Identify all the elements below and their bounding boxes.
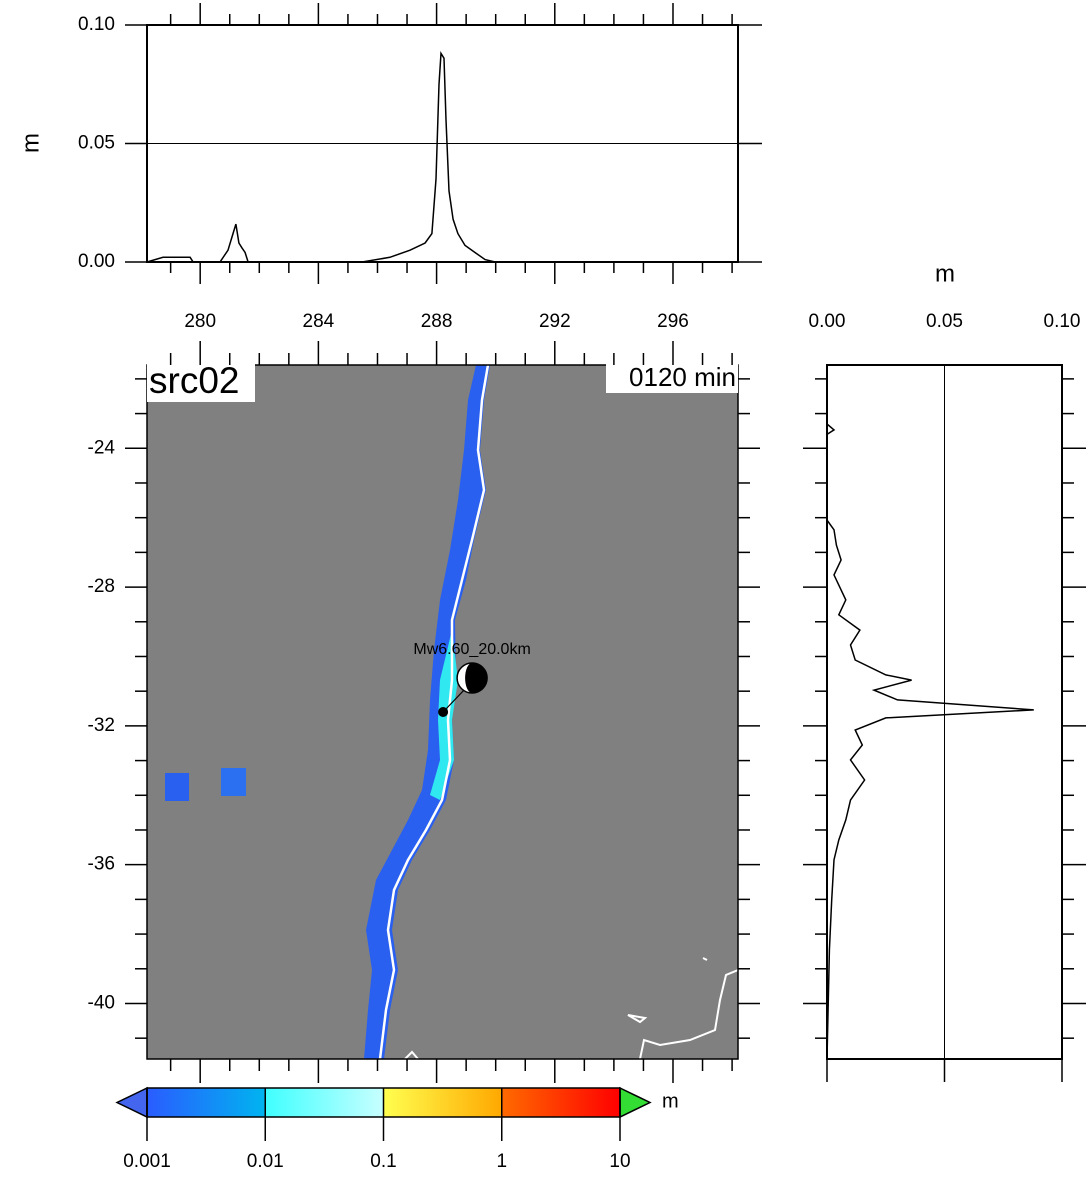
x-tick-label: 284 — [303, 311, 335, 332]
source-label: Mw6.60_20.0km — [413, 641, 530, 658]
profile-line — [826, 365, 1034, 1060]
time-box — [606, 363, 738, 393]
y-axis-label: m — [17, 133, 44, 153]
time-label: 0120 min — [629, 362, 736, 392]
title-box — [147, 363, 255, 402]
x-tick-label: 288 — [421, 311, 453, 332]
coastline — [404, 957, 738, 1059]
colorbar-segment — [265, 1088, 384, 1117]
map-frame — [146, 364, 739, 1060]
epicenter — [438, 707, 449, 717]
colorbar-tick-label: 0.001 — [123, 1151, 171, 1172]
colorbar-segment — [383, 1088, 502, 1117]
profile-line — [146, 51, 738, 263]
y-tick-label: 0.10 — [78, 14, 115, 35]
colorbar-under — [115, 1086, 148, 1119]
x-tick-label: 296 — [657, 311, 689, 332]
y-tick-label: -28 — [88, 576, 115, 597]
colorbar-over — [619, 1086, 652, 1119]
colorbar-segment — [501, 1088, 620, 1117]
leader-line — [442, 689, 465, 713]
colorbar-tick-label: 1 — [496, 1151, 507, 1172]
y-tick-label: 0.05 — [78, 133, 115, 154]
colorbar-tick-label: 10 — [609, 1151, 630, 1172]
y-tick-label: -24 — [88, 437, 116, 458]
map-panel: src02 0120 min — [146, 360, 739, 1060]
colorbar-segment — [147, 1088, 266, 1117]
y-tick-label: 0.00 — [78, 251, 115, 272]
beachball-compression — [465, 663, 488, 693]
island-wave — [165, 773, 189, 801]
x-tick-label: 0.10 — [1044, 311, 1081, 332]
x-tick-label: 0.00 — [809, 311, 846, 332]
y-tick-label: -32 — [88, 715, 115, 736]
coastline — [378, 365, 490, 1059]
colorbar-label: m — [662, 1090, 679, 1112]
island-wave — [221, 768, 246, 796]
x-axis-label: m — [935, 260, 955, 287]
y-tick-label: -36 — [88, 854, 115, 875]
colorbar-tick-label: 0.01 — [247, 1151, 284, 1172]
colorbar-tick-label: 0.1 — [370, 1151, 396, 1172]
x-tick-label: 280 — [184, 311, 216, 332]
x-tick-label: 292 — [539, 311, 571, 332]
y-tick-label: -40 — [88, 992, 115, 1013]
x-tick-label: 0.05 — [926, 311, 963, 332]
map-title: src02 — [149, 360, 239, 401]
